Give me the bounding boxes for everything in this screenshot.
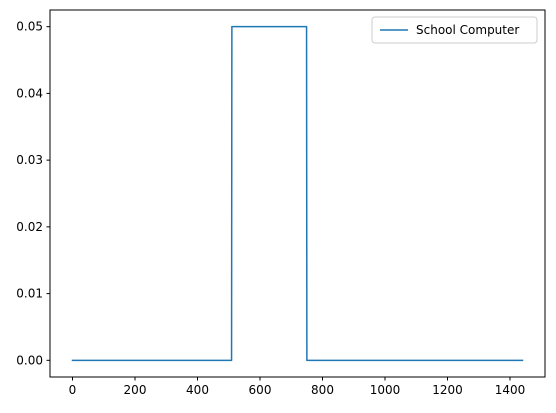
plot-area xyxy=(49,9,546,378)
x-tick-label: 0 xyxy=(69,383,77,397)
y-tick-label: 0.02 xyxy=(16,220,43,234)
y-tick-label: 0.01 xyxy=(16,287,43,301)
x-tick-label: 1400 xyxy=(495,383,526,397)
y-tick-label: 0.03 xyxy=(16,153,43,167)
series-layer xyxy=(71,25,524,362)
x-tick-label: 1000 xyxy=(370,383,401,397)
x-tick-label: 800 xyxy=(311,383,334,397)
x-tick-label: 200 xyxy=(124,383,147,397)
y-tick-label: 0.05 xyxy=(16,20,43,34)
x-tick-label: 600 xyxy=(249,383,272,397)
y-tick-label: 0.04 xyxy=(16,86,43,100)
x-axis: 0 200 400 600 800 1000 1200 1400 xyxy=(69,377,526,397)
legend-label: School Computer xyxy=(416,23,519,37)
axes-frame xyxy=(49,9,546,378)
x-tick-label: 1200 xyxy=(432,383,463,397)
legend-box xyxy=(371,16,538,44)
y-tick-label: 0.00 xyxy=(16,353,43,367)
x-tick-label: 400 xyxy=(186,383,209,397)
series-line-0 xyxy=(71,25,524,362)
y-axis: 0.00 0.01 0.02 0.03 0.04 0.05 xyxy=(16,20,50,367)
legend: School Computer xyxy=(371,16,538,44)
